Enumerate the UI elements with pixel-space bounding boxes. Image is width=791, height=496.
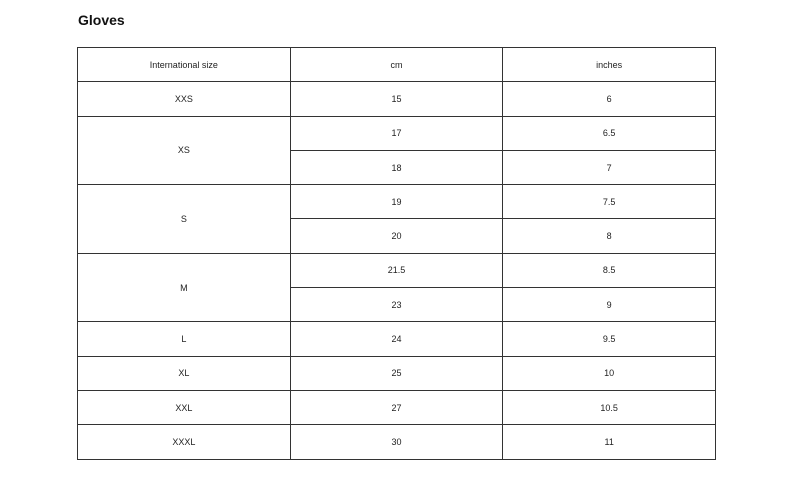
inches-cell: 10	[502, 355, 716, 391]
size-cell: XXXL	[77, 424, 291, 460]
size-cell: M	[77, 252, 291, 323]
cm-cell: 20	[289, 218, 504, 254]
cm-cell: 30	[289, 424, 504, 460]
table-header-row: International size cm inches	[77, 46, 716, 83]
size-cell: S	[77, 184, 291, 254]
cm-cell: 23	[289, 287, 504, 323]
inches-cell: 9.5	[502, 321, 716, 357]
inches-cell: 6.5	[502, 115, 716, 151]
table-row: S 19 7.5	[77, 184, 716, 254]
header-inches: inches	[502, 46, 716, 83]
table-row: XXS 15 6	[77, 81, 716, 117]
table-row: L 24 9.5	[77, 321, 716, 357]
table-row: XXXL 30 11	[77, 424, 716, 460]
table-row: XS 17 6.5	[77, 115, 716, 186]
inches-cell: 11	[502, 424, 716, 460]
table-row: XXL 27 10.5	[77, 389, 716, 426]
table-row: 23 9	[78, 287, 716, 323]
table-row: M 21.5 8.5	[77, 252, 716, 323]
inches-cell: 7.5	[502, 184, 716, 220]
header-cm: cm	[289, 46, 504, 83]
gloves-size-table: International size cm inches XXS 15 6 XS 17 6…	[77, 46, 716, 460]
inches-cell: 7	[502, 149, 716, 186]
cm-cell: 18	[289, 149, 504, 186]
table-row: XL 25 10	[77, 355, 716, 391]
inches-cell: 8	[502, 218, 716, 254]
cm-cell: 24	[289, 321, 504, 357]
inches-cell: 10.5	[502, 389, 716, 426]
size-cell: L	[77, 321, 291, 357]
inches-cell: 8.5	[502, 252, 716, 289]
cm-cell: 21.5	[289, 252, 504, 289]
header-international-size: International size	[77, 46, 291, 83]
cm-cell: 15	[289, 81, 504, 117]
inches-cell: 9	[502, 287, 716, 323]
size-cell: XS	[77, 115, 291, 186]
cm-cell: 17	[289, 115, 504, 151]
size-cell: XXS	[77, 81, 291, 117]
inches-cell: 6	[502, 81, 716, 117]
size-cell: XXL	[77, 389, 291, 426]
cm-cell: 25	[289, 355, 504, 391]
cm-cell: 19	[289, 184, 504, 220]
cm-cell: 27	[289, 389, 504, 426]
size-cell: XL	[77, 355, 291, 391]
page-title: Gloves	[78, 12, 125, 28]
